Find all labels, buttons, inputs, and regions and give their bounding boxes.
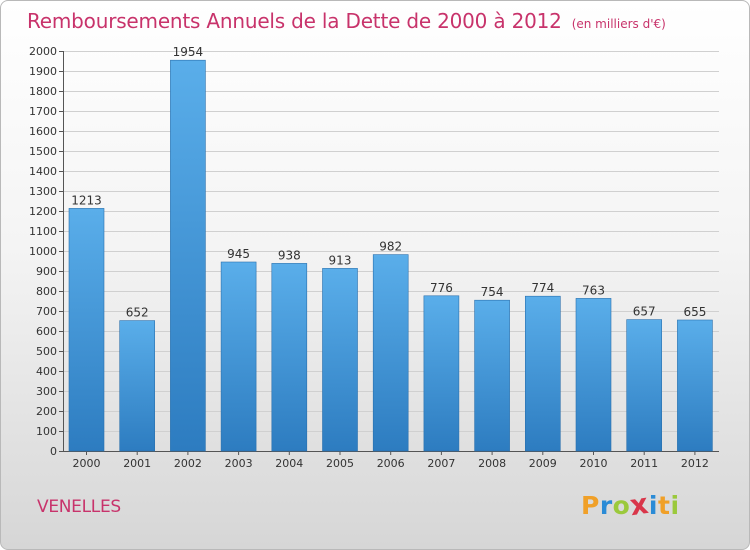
y-tick-label: 1600 [29,125,57,138]
value-label: 982 [379,240,402,254]
bar-2006 [372,254,409,452]
y-tick-label: 600 [36,325,57,338]
logo-letter: i [648,491,658,520]
value-label: 945 [227,247,250,261]
bar-2001 [119,320,155,452]
y-tick-label: 200 [36,405,57,418]
y-tick-label: 1000 [29,245,57,258]
value-label: 1954 [173,45,204,59]
value-labels: 1213 652 1954 945 938 913 982 776 754 774 763 657 65… [71,45,706,319]
chart-title: Remboursements Annuels de la Dette de 20… [27,9,666,33]
value-label: 657 [633,305,656,319]
chart-title-text: Remboursements Annuels de la Dette de 20… [27,9,562,33]
x-tick-label: 2004 [275,457,303,470]
value-label: 938 [278,248,301,262]
bars [68,59,713,452]
bar-2005 [322,268,358,452]
x-tick-label: 2008 [478,457,506,470]
logo-letter: r [599,491,613,520]
town-name: VENELLES [37,497,121,517]
logo-letter: P [581,491,600,520]
bar-2009 [524,295,561,452]
y-tick-label: 1800 [29,85,57,98]
axes [59,51,719,455]
value-label: 652 [126,306,149,320]
x-tick-label: 2007 [427,457,455,470]
logo-letter: i [670,491,680,520]
bar-2004 [271,263,308,452]
y-tick-label: 1300 [29,185,57,198]
bar-2010 [575,298,612,452]
value-label: 754 [481,285,504,299]
value-label: 655 [683,305,706,319]
x-tick-label: 2010 [580,457,608,470]
x-tick-label: 2000 [73,457,101,470]
x-tick-label: 2005 [326,457,354,470]
logo-letter: x [628,486,652,523]
chart-subtitle: (en milliers d'€) [571,17,666,31]
bar-2003 [220,261,257,452]
y-tick-labels: 0 100 200 300 400 500 600 700 800 900 1000 1100 1200… [29,45,57,458]
value-label: 763 [582,283,605,297]
x-tick-label: 2001 [123,457,151,470]
y-tick-label: 1700 [29,105,57,118]
y-tick-label: 0 [50,445,57,458]
y-tick-label: 400 [36,365,57,378]
y-tick-label: 1500 [29,145,57,158]
proxiti-logo[interactable]: Proxiti [581,486,680,523]
x-tick-label: 2011 [630,457,658,470]
y-tick-label: 900 [36,265,57,278]
value-label: 776 [430,281,453,295]
y-tick-label: 300 [36,385,57,398]
y-tick-label: 700 [36,305,57,318]
y-tick-label: 1200 [29,205,57,218]
x-tick-label: 2012 [681,457,709,470]
value-label: 1213 [71,193,102,207]
value-label: 774 [531,281,554,295]
bar-2011 [626,319,663,452]
value-label: 913 [329,253,352,267]
y-tick-label: 500 [36,345,57,358]
y-tick-label: 1100 [29,225,57,238]
bar-2002 [170,59,206,452]
logo-letter: o [612,491,631,520]
x-tick-label: 2002 [174,457,202,470]
x-tick-label: 2009 [529,457,557,470]
y-tick-label: 1400 [29,165,57,178]
bar-2012 [677,319,713,452]
bar-2007 [423,295,460,452]
y-tick-label: 1900 [29,65,57,78]
y-tick-label: 100 [36,425,57,438]
x-tick-labels: 2000 2001 2002 2003 2004 2005 2006 2007 2008 2009… [73,457,709,470]
x-tick-label: 2006 [377,457,405,470]
bar-2000 [68,208,105,452]
y-tick-label: 800 [36,285,57,298]
logo-letter: t [658,491,671,520]
x-tick-label: 2003 [225,457,253,470]
bar-2008 [474,299,510,452]
y-tick-label: 2000 [29,45,57,58]
